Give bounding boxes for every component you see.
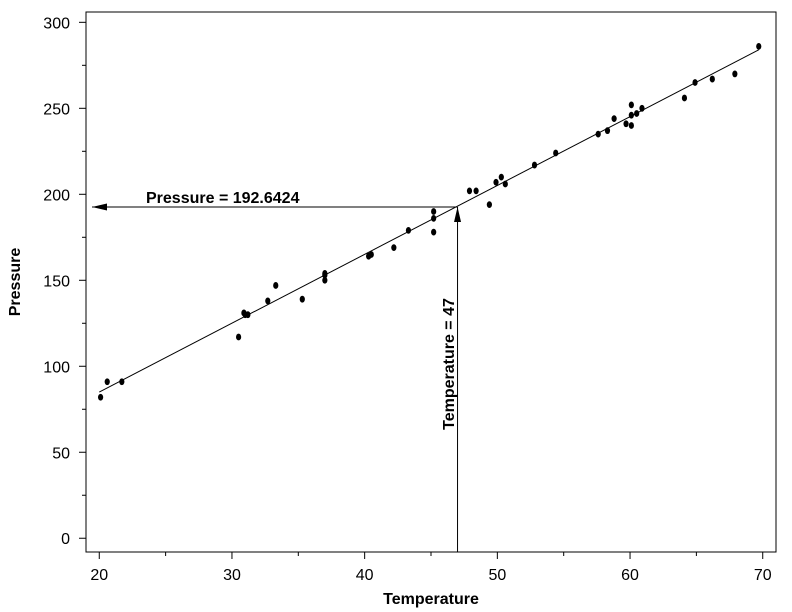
data-point	[431, 214, 437, 222]
data-point	[104, 378, 110, 386]
data-point	[628, 101, 634, 109]
data-point	[639, 104, 645, 112]
data-points	[97, 42, 762, 401]
data-point	[595, 130, 601, 138]
fit-line	[99, 49, 759, 393]
data-point	[245, 311, 251, 319]
data-point	[681, 94, 688, 102]
data-point	[553, 149, 559, 157]
data-point	[431, 228, 437, 236]
y-tick-label: 100	[43, 359, 70, 376]
data-point	[119, 378, 125, 386]
y-tick-label: 250	[43, 101, 70, 118]
x-tick-label: 20	[90, 567, 108, 584]
y-tick-label: 50	[52, 445, 70, 462]
data-point	[498, 173, 504, 181]
data-point	[391, 244, 397, 252]
data-point	[531, 161, 538, 169]
data-point	[732, 70, 738, 78]
pressure-annotation: Pressure = 192.6424	[146, 190, 300, 207]
data-point	[628, 111, 634, 119]
x-tick-label: 50	[488, 567, 506, 584]
data-point	[473, 187, 479, 195]
y-tick-label: 0	[61, 531, 70, 548]
data-point	[273, 282, 279, 289]
data-point	[756, 42, 762, 50]
temperature-annotation: Temperature = 47	[441, 298, 458, 430]
data-point	[97, 393, 104, 401]
data-point	[634, 110, 640, 117]
x-axis-title: Temperature	[383, 591, 479, 608]
y-tick-label: 300	[43, 15, 70, 32]
y-axis-title: Pressure	[7, 248, 24, 317]
data-point	[611, 115, 617, 123]
data-point	[322, 271, 328, 279]
data-point	[299, 295, 305, 303]
x-tick-label: 30	[223, 567, 241, 584]
y-tick-label: 200	[43, 187, 70, 204]
tick-labels: 20 30 40 50 60 70 0 50 100 150 200 250 300	[43, 15, 771, 584]
axis-ticks	[79, 21, 764, 559]
x-tick-label: 70	[754, 567, 772, 584]
data-point	[623, 120, 629, 128]
data-point	[431, 208, 437, 215]
data-point	[235, 333, 242, 341]
x-tick-label: 40	[356, 567, 374, 584]
data-point	[405, 227, 412, 234]
pressure-arrow-head	[92, 203, 107, 211]
data-point	[466, 187, 473, 195]
annotations: Pressure = 192.6424 Temperature = 47	[92, 190, 462, 552]
data-point	[368, 251, 374, 258]
data-point	[486, 201, 492, 209]
data-point	[322, 276, 328, 284]
data-point	[709, 75, 715, 83]
data-point	[604, 127, 611, 135]
data-point	[692, 79, 698, 86]
data-point	[493, 178, 499, 186]
data-point	[502, 180, 508, 188]
plot-frame	[85, 11, 777, 553]
data-point	[265, 297, 271, 305]
x-tick-label: 60	[621, 567, 639, 584]
data-point	[628, 122, 634, 129]
temperature-arrow-head	[454, 206, 462, 222]
y-tick-label: 150	[43, 273, 70, 290]
